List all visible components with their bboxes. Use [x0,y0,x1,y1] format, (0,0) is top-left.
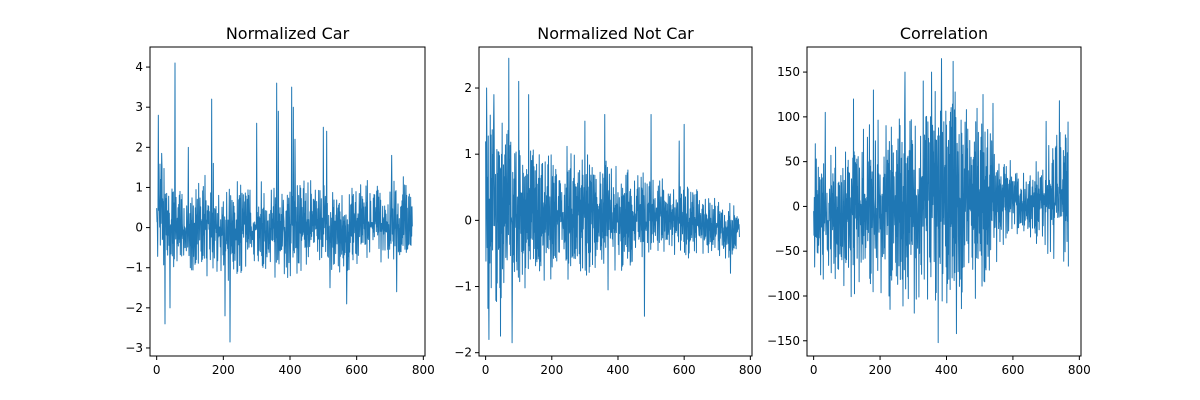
y-tick-label: 50 [785,155,800,169]
x-tick-label: 0 [153,363,161,377]
plot-frame [478,46,753,357]
y-tick-label: −1 [454,280,472,294]
chart-title: Normalized Car [226,24,350,43]
y-tick-label: 0 [792,199,800,213]
x-tick-label: 600 [1001,363,1024,377]
y-tick-label: 4 [135,60,143,74]
y-tick-label: 1 [135,180,143,194]
y-tick-label: −3 [125,341,143,355]
x-tick-label: 400 [279,363,302,377]
plot-frame [806,46,1082,357]
y-tick-label: −100 [767,289,800,303]
y-tick-label: −1 [125,261,143,275]
tick-group: 0 200 400 600 800 −150 −100 −50 0 50 100 150 [767,65,1091,377]
x-tick-label: 600 [673,363,696,377]
y-tick-label: −50 [775,244,800,258]
chart-title: Normalized Not Car [537,24,694,43]
x-tick-label: 400 [607,363,630,377]
y-tick-label: 0 [464,213,472,227]
y-tick-label: 2 [464,81,472,95]
x-tick-label: 800 [412,363,435,377]
tick-group: 0 200 400 600 800 −3 −2 −1 0 1 2 3 4 [125,60,434,377]
y-tick-label: −150 [767,334,800,348]
y-tick-label: 0 [135,221,143,235]
x-tick-label: 200 [212,363,235,377]
chart-correlation: Correlation 0 200 400 600 800 −150 −100 −50 0 50 1… [767,24,1091,377]
x-tick-label: 200 [540,363,563,377]
chart-normalized-not-car: Normalized Not Car 0 200 400 600 800 −2 −1 0 1 2 [454,24,762,377]
series-line [156,62,413,343]
plot-frame [149,46,426,357]
x-tick-label: 0 [810,363,818,377]
x-tick-label: 600 [345,363,368,377]
x-tick-label: 800 [739,363,762,377]
y-tick-label: −2 [454,346,472,360]
series-line [485,57,740,344]
y-tick-label: −2 [125,301,143,315]
chart-normalized-car: Normalized Car 0 200 400 600 800 −3 −2 −1 0 1 2 3 4 [125,24,434,377]
x-tick-label: 400 [935,363,958,377]
y-tick-label: 1 [464,147,472,161]
y-tick-label: 3 [135,100,143,114]
x-tick-label: 200 [869,363,892,377]
series-line [813,58,1069,344]
tick-group: 0 200 400 600 800 −2 −1 0 1 2 [454,81,762,377]
chart-title: Correlation [900,24,988,43]
y-tick-label: 100 [777,110,800,124]
x-tick-label: 800 [1068,363,1091,377]
x-tick-label: 0 [482,363,490,377]
y-tick-label: 150 [777,65,800,79]
y-tick-label: 2 [135,140,143,154]
